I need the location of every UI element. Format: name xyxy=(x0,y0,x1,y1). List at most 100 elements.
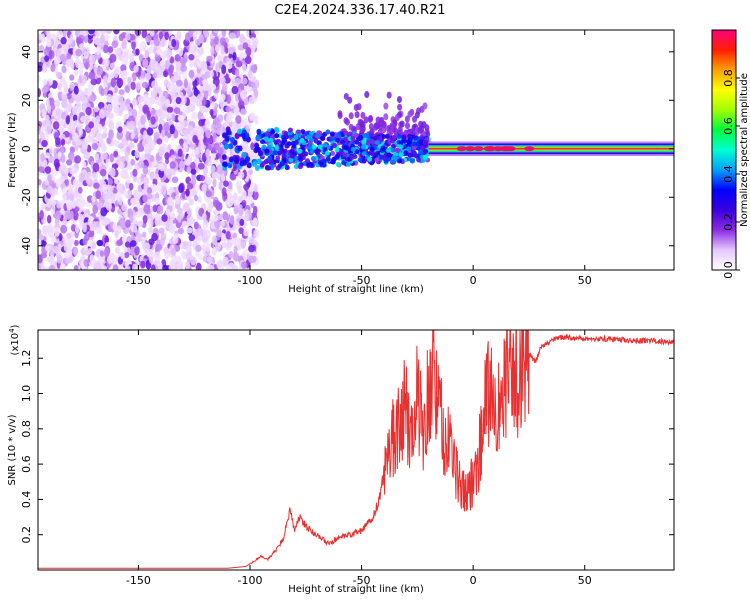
heatmap-cell xyxy=(101,132,108,139)
spectrogram-y-tick-label: 40 xyxy=(20,45,33,59)
heatmap-cell xyxy=(201,244,207,252)
heatmap-cell xyxy=(114,47,121,57)
heatmap-cell xyxy=(100,87,105,97)
heatmap-cell xyxy=(140,173,145,180)
heatmap-cell xyxy=(252,205,258,216)
heatmap-cell xyxy=(226,200,234,207)
heatmap-cell xyxy=(95,115,101,124)
heatmap-cell xyxy=(192,134,198,144)
heatmap-cell xyxy=(198,119,205,127)
heatmap-cell xyxy=(114,246,120,254)
heatmap-cell xyxy=(159,164,165,172)
heatmap-cell xyxy=(137,142,143,149)
heatmap-cell xyxy=(225,114,233,123)
heatmap-cell xyxy=(39,45,45,52)
heatmap-cell xyxy=(137,220,144,228)
heatmap-cell xyxy=(168,30,173,36)
heatmap-cell xyxy=(350,135,356,141)
heatmap-cell xyxy=(190,161,196,171)
heatmap-cell xyxy=(195,99,203,107)
heatmap-cell xyxy=(107,112,114,119)
heatmap-cell xyxy=(44,244,51,252)
heatmap-cell xyxy=(121,70,128,80)
heatmap-cell xyxy=(293,140,299,146)
heatmap-cell xyxy=(69,164,74,175)
heatmap-cell xyxy=(52,121,60,130)
heatmap-cell xyxy=(316,130,322,136)
spectrogram-x-tick-label: -150 xyxy=(126,274,151,287)
spectrogram-x-tick-label: 50 xyxy=(578,274,592,287)
heatmap-cell xyxy=(311,144,317,150)
heatmap-cell xyxy=(418,139,424,145)
heatmap-cell xyxy=(224,135,230,142)
heatmap-cell xyxy=(83,34,89,43)
heatmap-cell xyxy=(113,68,119,79)
heatmap-cell xyxy=(57,243,62,251)
heatmap-cell xyxy=(370,139,376,145)
heatmap-cell xyxy=(423,139,429,145)
heatmap-cell xyxy=(364,91,370,99)
heatmap-cell xyxy=(130,158,136,166)
heatmap-cell xyxy=(153,38,160,47)
heatmap-cell xyxy=(237,145,243,152)
heatmap-cell xyxy=(113,255,119,265)
heatmap-cell xyxy=(250,64,258,74)
heatmap-cell xyxy=(383,113,389,121)
heatmap-cell xyxy=(130,245,135,256)
heatmap-cell xyxy=(249,113,256,122)
colorbar-frame xyxy=(711,29,737,271)
heatmap-cell xyxy=(118,33,124,42)
heatmap-cell xyxy=(152,204,158,213)
heatmap-cell xyxy=(151,183,158,193)
heatmap-cell xyxy=(38,166,45,173)
snr-frame xyxy=(37,329,675,571)
heatmap-cell xyxy=(190,255,197,266)
heatmap-cell xyxy=(240,108,247,115)
heatmap-cell xyxy=(143,204,149,215)
heatmap-cell xyxy=(428,148,674,150)
heatmap-cell xyxy=(325,129,331,135)
heatmap-cell xyxy=(317,144,323,150)
heatmap-cell xyxy=(74,144,79,152)
heatmap-cell xyxy=(150,116,156,125)
heatmap-cell xyxy=(147,139,155,150)
heatmap-cell xyxy=(143,242,151,251)
heatmap-cell xyxy=(103,44,109,54)
heatmap-cell xyxy=(90,78,98,86)
heatmap-cell xyxy=(164,59,171,69)
heatmap-cell xyxy=(114,177,119,184)
heatmap-cell xyxy=(119,161,125,170)
heatmap-cell xyxy=(113,150,119,158)
heatmap-cell xyxy=(144,153,151,160)
heatmap-cell xyxy=(159,95,167,102)
heatmap-cell xyxy=(200,60,208,71)
heatmap-cell xyxy=(99,250,104,257)
heatmap-cell xyxy=(297,164,303,170)
heatmap-cell xyxy=(167,196,174,206)
heatmap-cell xyxy=(238,100,245,110)
heatmap-cell xyxy=(242,159,248,166)
heatmap-cell xyxy=(79,30,85,35)
heatmap-cell xyxy=(142,104,149,114)
heatmap-cell xyxy=(188,69,195,79)
heatmap-cell xyxy=(274,144,280,150)
snr-x-tick-label: 50 xyxy=(578,574,592,587)
heatmap-cell xyxy=(46,214,52,224)
heatmap-cell xyxy=(92,204,98,214)
heatmap-cell xyxy=(124,251,130,259)
heatmap-cell xyxy=(154,213,161,222)
snr-y-tick-label: 0.6 xyxy=(20,455,33,473)
heatmap-cell xyxy=(102,186,108,195)
heatmap-cell xyxy=(249,30,255,34)
heatmap-cell xyxy=(240,261,248,270)
heatmap-cell xyxy=(211,214,219,222)
heatmap-cell xyxy=(118,197,123,206)
heatmap-cell xyxy=(166,50,172,61)
heatmap-cell xyxy=(100,34,105,44)
heatmap-cell xyxy=(377,136,383,142)
heatmap-cell xyxy=(308,161,314,167)
heatmap-cell xyxy=(112,264,119,270)
heatmap-cell xyxy=(116,183,123,192)
heatmap-cell xyxy=(143,146,150,154)
heatmap-cell xyxy=(171,38,177,48)
